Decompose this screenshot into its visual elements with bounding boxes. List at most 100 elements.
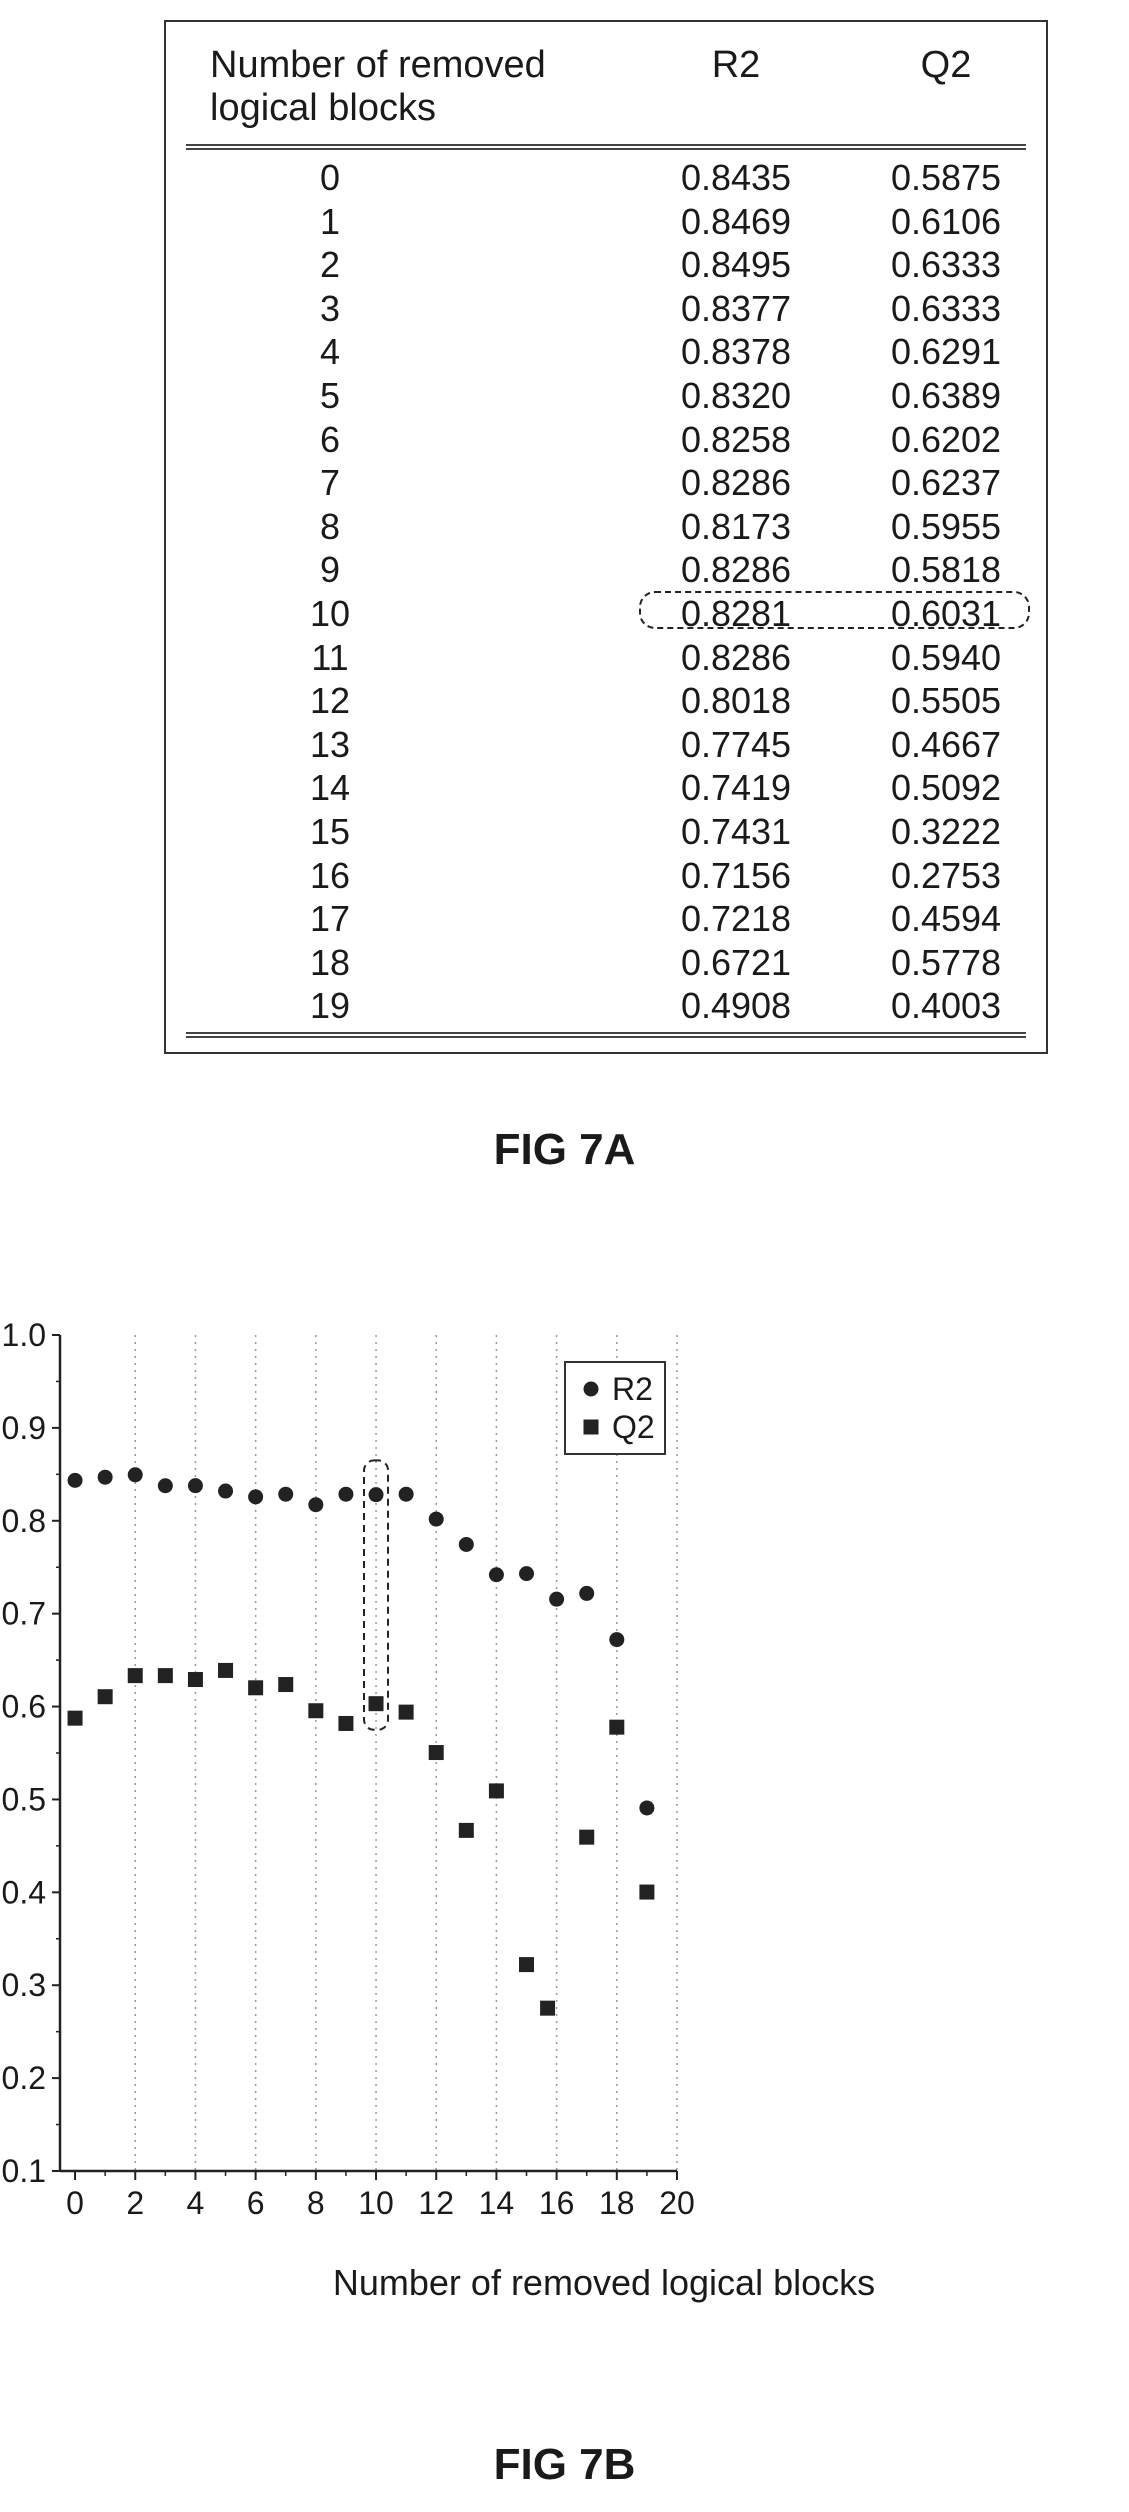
table-row: 11 0.8286 0.5940 — [166, 636, 1046, 680]
cell-removed-blocks: 13 — [309, 723, 351, 765]
cell-r2: 0.4908 — [680, 985, 792, 1027]
cell-q2: 0.5092 — [890, 767, 1002, 809]
grid-lines — [134, 1335, 678, 2171]
cell-removed-blocks: 3 — [319, 287, 341, 329]
point-q2 — [368, 1696, 384, 1712]
table-row: 5 0.8320 0.6389 — [166, 374, 1046, 418]
cell-q2: 0.5778 — [890, 941, 1002, 983]
point-r2 — [187, 1478, 203, 1494]
header-rule — [186, 144, 1026, 150]
data-marks — [67, 1467, 655, 2016]
x-tick-label: 12 — [418, 2185, 454, 2221]
cell-removed-blocks: 17 — [309, 898, 351, 940]
cell-removed-blocks: 12 — [309, 680, 351, 722]
cell-q2: 0.5818 — [890, 549, 1002, 591]
table-row: 1 0.8469 0.6106 — [166, 200, 1046, 244]
cell-q2: 0.6333 — [890, 287, 1002, 329]
cell-removed-blocks: 7 — [319, 462, 341, 504]
axes: 0.1 0.2 0.3 0.4 0.5 0.6 0.7 0.8 0.9 1.0 0 2 4 6 8 10 12 1… — [2, 1317, 695, 2221]
point-r2 — [549, 1591, 565, 1607]
table-row: 16 0.7156 0.2753 — [166, 854, 1046, 898]
cell-removed-blocks: 19 — [309, 985, 351, 1027]
point-q2 — [308, 1703, 324, 1719]
legend-marker-q2 — [583, 1419, 599, 1435]
y-tick-label: 0.4 — [2, 1874, 46, 1910]
point-q2 — [97, 1689, 113, 1705]
point-r2 — [458, 1536, 474, 1552]
figure-caption-b: FIG 7B — [493, 2440, 636, 2489]
cell-r2: 0.7431 — [680, 811, 792, 852]
table-row: 19 0.4908 0.4003 — [166, 984, 1046, 1028]
point-r2 — [157, 1478, 173, 1494]
cell-removed-blocks: 6 — [319, 418, 341, 460]
cell-r2: 0.8286 — [680, 549, 792, 591]
x-tick-label: 18 — [599, 2185, 635, 2221]
cell-r2: 0.8286 — [680, 636, 792, 678]
table-row: 3 0.8377 0.6333 — [166, 287, 1046, 331]
cell-q2: 0.6106 — [890, 200, 1002, 242]
point-q2 — [609, 1719, 625, 1735]
y-tick-label: 0.8 — [2, 1503, 46, 1539]
y-tick-label: 1.0 — [2, 1317, 46, 1353]
header-q2: Q2 — [920, 44, 972, 86]
cell-r2: 0.8377 — [680, 287, 792, 329]
point-q2 — [428, 1745, 444, 1761]
figure-caption-a: FIG 7A — [493, 1125, 636, 1174]
table-row: 13 0.7745 0.4667 — [166, 723, 1046, 767]
highlight-box-x-10 — [363, 1459, 390, 1731]
table-row: 6 0.8258 0.6202 — [166, 418, 1046, 462]
cell-q2: 0.2753 — [890, 854, 1002, 896]
y-tick-label: 0.2 — [2, 2060, 46, 2096]
x-tick-label: 10 — [358, 2185, 394, 2221]
cell-r2: 0.7419 — [680, 767, 792, 809]
cell-q2: 0.5940 — [890, 636, 1002, 678]
cell-q2: 0.6333 — [890, 244, 1002, 286]
cell-removed-blocks: 5 — [319, 375, 341, 416]
cell-r2: 0.8469 — [680, 200, 792, 242]
point-r2 — [639, 1800, 655, 1816]
point-r2 — [248, 1489, 264, 1505]
header-r2: R2 — [711, 44, 761, 86]
point-r2 — [308, 1497, 324, 1513]
cell-removed-blocks: 2 — [319, 244, 341, 286]
point-r2 — [338, 1486, 354, 1502]
point-q2 — [218, 1662, 234, 1678]
cell-q2: 0.5505 — [890, 680, 1002, 722]
cell-removed-blocks: 10 — [309, 593, 351, 634]
y-tick-label: 0.3 — [2, 1967, 46, 2003]
point-q2 — [488, 1783, 504, 1799]
point-r2 — [218, 1483, 234, 1499]
point-r2 — [278, 1486, 294, 1502]
cell-r2: 0.8258 — [680, 418, 792, 460]
cell-removed-blocks: 11 — [311, 636, 349, 678]
point-q2 — [338, 1715, 354, 1731]
cell-removed-blocks: 15 — [309, 811, 351, 852]
cell-q2: 0.6202 — [890, 418, 1002, 460]
table-row: 8 0.8173 0.5955 — [166, 505, 1046, 549]
point-q2 — [278, 1677, 294, 1693]
legend-label-q2: Q2 — [612, 1409, 655, 1445]
point-r2 — [488, 1567, 504, 1583]
cell-removed-blocks: 8 — [319, 505, 341, 547]
x-tick-label: 0 — [66, 2185, 84, 2221]
cell-r2: 0.8173 — [680, 505, 792, 547]
point-q2 — [639, 1884, 655, 1900]
table-header: Number of removed logical blocks R2 Q2 — [166, 22, 1046, 144]
cell-r2: 0.7218 — [680, 898, 792, 940]
y-tick-label: 0.6 — [2, 1689, 46, 1725]
point-r2 — [398, 1486, 414, 1502]
cell-q2: 0.4003 — [890, 985, 1002, 1027]
cell-q2: 0.3222 — [890, 811, 1002, 852]
cell-removed-blocks: 18 — [309, 941, 351, 983]
point-r2 — [428, 1511, 444, 1527]
cell-q2: 0.4667 — [890, 723, 1002, 765]
cell-removed-blocks: 9 — [319, 549, 341, 591]
y-tick-label: 0.7 — [2, 1596, 46, 1632]
cell-removed-blocks: 0 — [319, 157, 341, 198]
cell-removed-blocks: 14 — [309, 767, 351, 809]
cell-q2: 0.6237 — [890, 462, 1002, 504]
legend-marker-r2 — [583, 1381, 599, 1397]
table-row: 4 0.8378 0.6291 — [166, 330, 1046, 374]
